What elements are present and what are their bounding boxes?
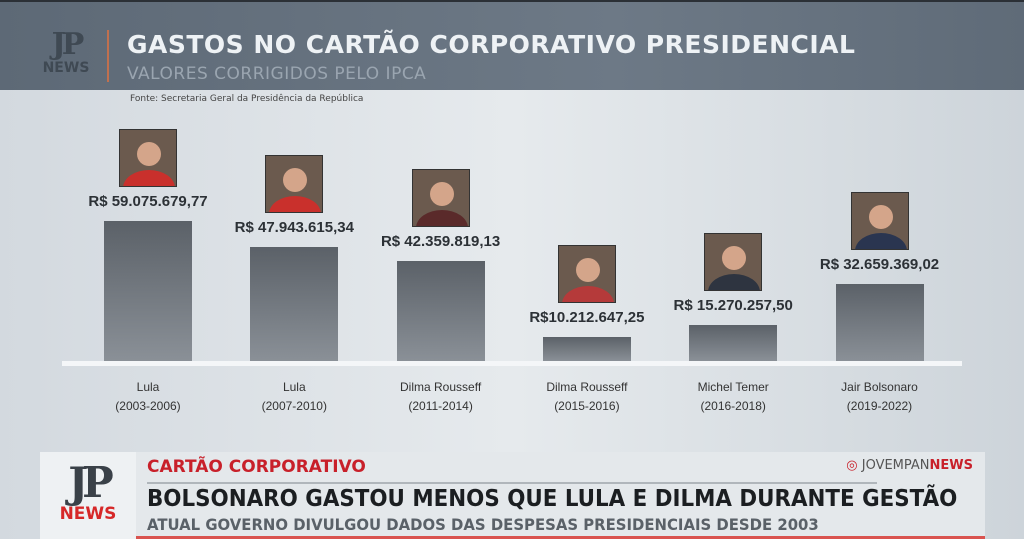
divider	[107, 30, 109, 82]
president-photo	[265, 155, 324, 214]
instagram-icon: ◎	[846, 458, 858, 473]
x-axis-baseline	[62, 361, 962, 366]
bar	[689, 324, 778, 361]
term-period: (2015-2016)	[554, 399, 620, 413]
category-label: Lula (2003-2006)	[78, 378, 218, 416]
president-name: Dilma Rousseff	[400, 380, 482, 394]
bar	[250, 247, 339, 361]
president-photo	[119, 129, 177, 187]
news-banner: JP NEWS CARTÃO CORPORATIVO ◎ JOVEMPANNEWS…	[40, 452, 985, 539]
category-label: Lula (2007-2010)	[224, 378, 364, 416]
data-label: R$ 47.943.615,34	[234, 219, 354, 237]
term-period: (2016-2018)	[700, 399, 766, 413]
data-label: R$ 42.359.819,13	[380, 232, 501, 250]
president-name: Jair Bolsonaro	[841, 380, 918, 394]
banner-tag: CARTÃO CORPORATIVO	[147, 457, 366, 477]
tag-underline	[147, 482, 877, 484]
data-label: R$ 32.659.369,02	[819, 255, 940, 273]
term-period: (2011-2014)	[408, 399, 473, 413]
category-label: Michel Temer (2016-2018)	[663, 378, 803, 416]
president-name: Lula	[136, 380, 160, 394]
handle-prefix: JOVEMPAN	[861, 458, 930, 473]
chart-subtitle: VALORES CORRIGIDOS PELO IPCA	[127, 64, 427, 84]
president-name: Lula	[282, 380, 306, 394]
term-period: (2007-2010)	[261, 399, 327, 413]
instagram-handle: ◎ JOVEMPANNEWS	[846, 458, 973, 473]
category-label: Dilma Rousseff (2015-2016)	[517, 378, 657, 416]
subheadline: ATUAL GOVERNO DIVULGOU DADOS DAS DESPESA…	[147, 515, 819, 534]
president-name: Dilma Rousseff	[546, 380, 628, 394]
bar	[835, 283, 924, 361]
bar	[396, 260, 485, 361]
president-photo	[557, 244, 616, 303]
banner-logo: JP NEWS	[40, 452, 136, 539]
bar	[104, 221, 192, 361]
chart-header: JP NEWS GASTOS NO CARTÃO CORPORATIVO PRES…	[0, 0, 1024, 90]
chart-title: GASTOS NO CARTÃO CORPORATIVO PRESIDENCIA…	[127, 30, 856, 59]
source-note: Fonte: Secretaria Geral da Presidência d…	[130, 94, 364, 104]
term-period: (2019-2022)	[846, 399, 913, 413]
headline: BOLSONARO GASTOU MENOS QUE LULA E DILMA …	[147, 486, 958, 512]
data-label: R$ 59.075.679,77	[88, 193, 208, 210]
category-label: Jair Bolsonaro (2019-2022)	[810, 378, 950, 416]
president-photo	[411, 168, 470, 227]
data-label: R$ 15.270.257,50	[673, 296, 793, 314]
term-period: (2003-2006)	[115, 399, 181, 413]
bar	[542, 336, 631, 361]
handle-suffix: NEWS	[929, 458, 973, 473]
data-label: R$10.212.647,25	[529, 308, 645, 326]
president-photo	[850, 191, 909, 250]
president-name: Michel Temer	[697, 380, 769, 394]
jp-news-logo: JP NEWS	[42, 27, 90, 77]
president-photo	[704, 232, 763, 291]
category-label: Dilma Rousseff (2011-2014)	[371, 378, 511, 416]
